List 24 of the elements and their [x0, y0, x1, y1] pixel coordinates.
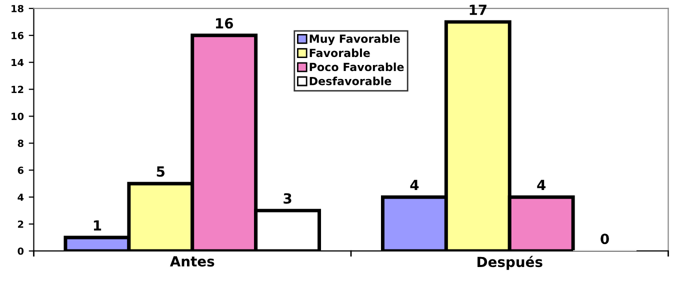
- y-tick-label: 6: [18, 166, 24, 174]
- data-label: 17: [470, 4, 486, 15]
- data-label: 1: [94, 220, 102, 230]
- legend-label: Favorable: [310, 48, 370, 58]
- data-label: 4: [537, 180, 546, 190]
- y-tick-label: 12: [12, 86, 24, 93]
- y-tick-label: 16: [12, 32, 24, 40]
- legend-label: Poco Favorable: [310, 62, 404, 72]
- y-tick-label: 10: [12, 112, 24, 120]
- y-tick-label: 2: [18, 220, 24, 228]
- x-tick-label: Después: [478, 256, 542, 270]
- x-tick-label: Antes: [170, 256, 214, 267]
- y-tick-label: 18: [12, 4, 24, 12]
- data-label: 4: [410, 180, 419, 190]
- data-label: 0: [600, 234, 609, 244]
- y-tick-label: 8: [18, 140, 24, 148]
- legend-label: Muy Favorable: [310, 34, 400, 46]
- data-label: 5: [156, 166, 165, 177]
- y-tick-label: 14: [12, 58, 24, 66]
- legend-label: Desfavorable: [310, 76, 392, 86]
- y-tick-label: 0: [18, 247, 24, 255]
- y-tick-label: 4: [18, 194, 24, 201]
- data-label: 3: [284, 193, 292, 204]
- data-label: 16: [216, 18, 234, 29]
